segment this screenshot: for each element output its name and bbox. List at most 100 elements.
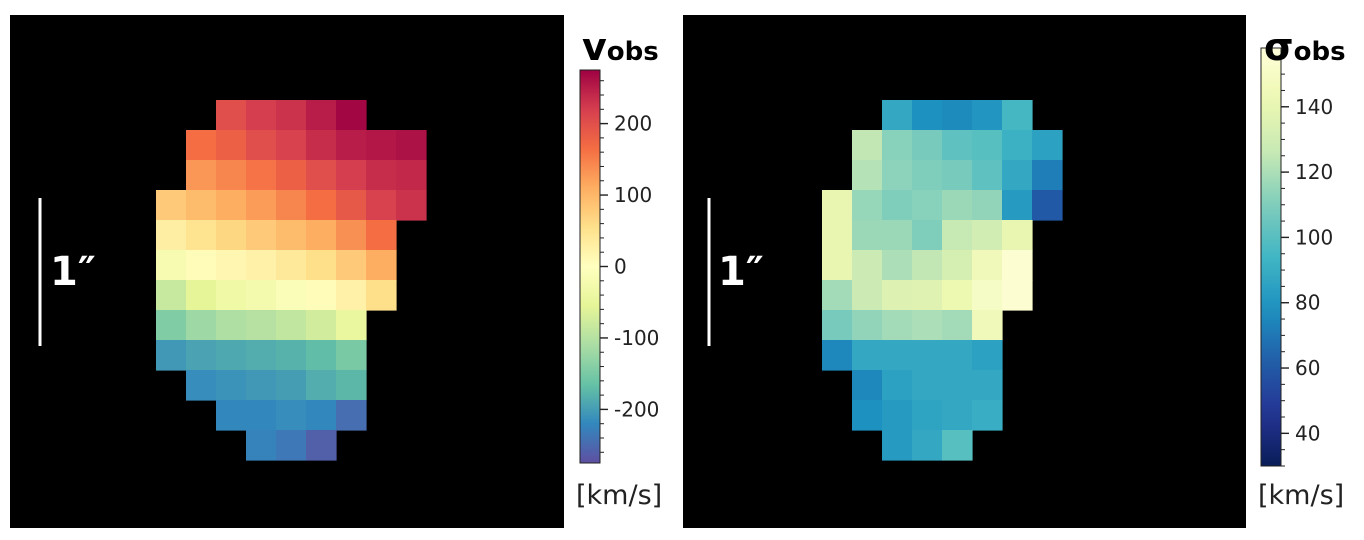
colorbar-tick-label: 100 <box>1295 225 1333 249</box>
map-pixel <box>852 250 883 281</box>
dispersion-colorbar-symbol: σ <box>1264 25 1294 69</box>
velocity-pixel-grid <box>156 100 427 461</box>
map-pixel <box>336 340 367 371</box>
map-pixel <box>1002 220 1033 251</box>
map-pixel <box>912 130 943 161</box>
map-pixel <box>186 370 217 401</box>
map-pixel <box>942 250 973 281</box>
colorbar-tick-label: 140 <box>1295 95 1333 119</box>
map-pixel <box>216 310 247 341</box>
map-pixel <box>912 190 943 221</box>
map-pixel <box>216 130 247 161</box>
map-pixel <box>366 280 397 311</box>
map-pixel <box>852 280 883 311</box>
map-pixel <box>276 220 307 251</box>
map-pixel <box>942 280 973 311</box>
map-pixel <box>156 250 187 281</box>
map-pixel <box>366 130 397 161</box>
map-pixel <box>306 340 337 371</box>
map-pixel <box>276 280 307 311</box>
map-pixel <box>852 340 883 371</box>
map-pixel <box>276 250 307 281</box>
map-pixel <box>216 400 247 431</box>
map-pixel <box>822 310 853 341</box>
map-pixel <box>276 370 307 401</box>
map-pixel <box>156 190 187 221</box>
dispersion-colorbar-subscript: obs <box>1294 37 1346 67</box>
map-pixel <box>186 250 217 281</box>
velocity-colorbar: 200 100 0 -100 -200 <box>579 69 659 464</box>
map-pixel <box>336 400 367 431</box>
map-pixel <box>852 400 883 431</box>
map-pixel <box>852 130 883 161</box>
map-pixel <box>822 280 853 311</box>
map-pixel <box>972 250 1003 281</box>
map-pixel <box>942 130 973 161</box>
map-pixel <box>942 430 973 461</box>
colorbar-tick-label: 0 <box>614 255 627 279</box>
map-pixel <box>306 160 337 191</box>
map-pixel <box>156 220 187 251</box>
map-pixel <box>882 220 913 251</box>
map-pixel <box>882 160 913 191</box>
map-pixel <box>942 190 973 221</box>
map-pixel <box>216 370 247 401</box>
map-pixel <box>912 340 943 371</box>
map-pixel <box>882 400 913 431</box>
colorbar-tick-label: -200 <box>614 397 659 421</box>
colorbar-tick-label: 100 <box>614 183 652 207</box>
map-pixel <box>1002 100 1033 131</box>
map-pixel <box>366 250 397 281</box>
map-pixel <box>942 220 973 251</box>
map-pixel <box>276 340 307 371</box>
map-pixel <box>972 280 1003 311</box>
map-pixel <box>1002 250 1033 281</box>
map-pixel <box>912 250 943 281</box>
map-pixel <box>942 160 973 191</box>
map-pixel <box>156 280 187 311</box>
map-pixel <box>186 280 217 311</box>
map-pixel <box>942 100 973 131</box>
map-pixel <box>186 340 217 371</box>
map-pixel <box>822 340 853 371</box>
map-pixel <box>822 220 853 251</box>
velocity-colorbar-title: vobs <box>582 25 659 69</box>
map-pixel <box>972 220 1003 251</box>
map-pixel <box>882 370 913 401</box>
colorbar-tick-label: -100 <box>614 326 659 350</box>
map-pixel <box>972 100 1003 131</box>
map-pixel <box>852 220 883 251</box>
map-pixel <box>246 280 277 311</box>
map-pixel <box>306 220 337 251</box>
map-pixel <box>912 400 943 431</box>
dispersion-colorbar-title: σobs <box>1264 25 1346 69</box>
map-pixel <box>336 280 367 311</box>
map-pixel <box>972 190 1003 221</box>
map-pixel <box>156 340 187 371</box>
map-pixel <box>216 280 247 311</box>
map-pixel <box>912 220 943 251</box>
map-pixel <box>882 310 913 341</box>
dispersion-pixel-grid <box>822 100 1063 461</box>
map-pixel <box>882 250 913 281</box>
map-pixel <box>306 250 337 281</box>
map-pixel <box>276 430 307 461</box>
map-pixel <box>852 190 883 221</box>
map-pixel <box>306 310 337 341</box>
map-pixel <box>306 100 337 131</box>
map-pixel <box>882 430 913 461</box>
map-pixel <box>246 310 277 341</box>
map-pixel <box>246 340 277 371</box>
map-pixel <box>216 340 247 371</box>
map-pixel <box>156 310 187 341</box>
velocity-colorbar-symbol: v <box>582 25 607 69</box>
map-pixel <box>186 190 217 221</box>
map-pixel <box>186 130 217 161</box>
map-pixel <box>822 190 853 221</box>
map-pixel <box>396 160 427 191</box>
map-pixel <box>1032 160 1063 191</box>
map-pixel <box>942 400 973 431</box>
map-pixel <box>306 280 337 311</box>
map-pixel <box>246 370 277 401</box>
